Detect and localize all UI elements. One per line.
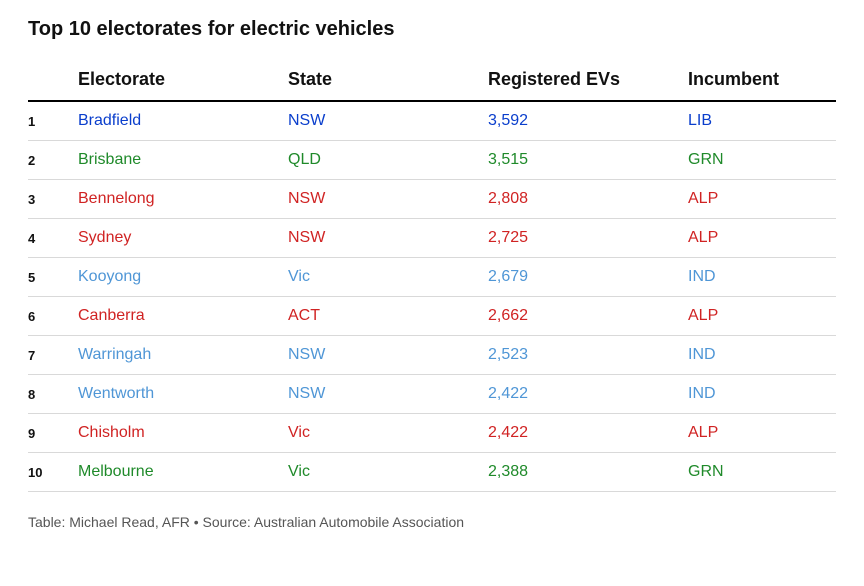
ev-table: Electorate State Registered EVs Incumben… [28, 69, 836, 492]
cell-electorate: Bradfield [78, 101, 288, 141]
cell-incumbent: ALP [688, 414, 836, 453]
table-row: 5KooyongVic2,679IND [28, 258, 836, 297]
cell-incumbent: IND [688, 258, 836, 297]
table-row: 1BradfieldNSW3,592LIB [28, 101, 836, 141]
cell-incumbent: LIB [688, 101, 836, 141]
col-electorate: Electorate [78, 69, 288, 101]
table-row: 8WentworthNSW2,422IND [28, 375, 836, 414]
table-row: 9ChisholmVic2,422ALP [28, 414, 836, 453]
cell-electorate: Chisholm [78, 414, 288, 453]
table-row: 4SydneyNSW2,725ALP [28, 219, 836, 258]
cell-evs: 2,388 [488, 453, 688, 492]
cell-rank: 8 [28, 375, 78, 414]
cell-incumbent: ALP [688, 297, 836, 336]
cell-incumbent: IND [688, 336, 836, 375]
col-incumbent: Incumbent [688, 69, 836, 101]
cell-evs: 3,515 [488, 141, 688, 180]
table-footer: Table: Michael Read, AFR • Source: Austr… [28, 514, 836, 530]
table-row: 2BrisbaneQLD3,515GRN [28, 141, 836, 180]
cell-state: QLD [288, 141, 488, 180]
table-row: 6CanberraACT2,662ALP [28, 297, 836, 336]
cell-state: NSW [288, 180, 488, 219]
col-state: State [288, 69, 488, 101]
cell-state: Vic [288, 453, 488, 492]
cell-state: NSW [288, 101, 488, 141]
cell-evs: 2,725 [488, 219, 688, 258]
cell-evs: 2,662 [488, 297, 688, 336]
cell-rank: 2 [28, 141, 78, 180]
cell-electorate: Melbourne [78, 453, 288, 492]
cell-rank: 3 [28, 180, 78, 219]
col-rank [28, 69, 78, 101]
cell-incumbent: IND [688, 375, 836, 414]
cell-rank: 1 [28, 101, 78, 141]
cell-evs: 3,592 [488, 101, 688, 141]
cell-state: Vic [288, 414, 488, 453]
cell-rank: 10 [28, 453, 78, 492]
cell-evs: 2,523 [488, 336, 688, 375]
cell-incumbent: ALP [688, 180, 836, 219]
page-title: Top 10 electorates for electric vehicles [28, 18, 836, 41]
cell-electorate: Canberra [78, 297, 288, 336]
cell-electorate: Brisbane [78, 141, 288, 180]
cell-evs: 2,422 [488, 414, 688, 453]
cell-electorate: Kooyong [78, 258, 288, 297]
cell-electorate: Warringah [78, 336, 288, 375]
table-row: 10MelbourneVic2,388GRN [28, 453, 836, 492]
cell-rank: 6 [28, 297, 78, 336]
cell-evs: 2,422 [488, 375, 688, 414]
cell-incumbent: GRN [688, 141, 836, 180]
cell-electorate: Bennelong [78, 180, 288, 219]
cell-rank: 5 [28, 258, 78, 297]
cell-rank: 7 [28, 336, 78, 375]
table-header-row: Electorate State Registered EVs Incumben… [28, 69, 836, 101]
cell-state: NSW [288, 375, 488, 414]
cell-incumbent: ALP [688, 219, 836, 258]
cell-state: ACT [288, 297, 488, 336]
cell-state: Vic [288, 258, 488, 297]
cell-electorate: Sydney [78, 219, 288, 258]
cell-evs: 2,679 [488, 258, 688, 297]
cell-rank: 9 [28, 414, 78, 453]
table-row: 7WarringahNSW2,523IND [28, 336, 836, 375]
table-row: 3BennelongNSW2,808ALP [28, 180, 836, 219]
cell-electorate: Wentworth [78, 375, 288, 414]
cell-rank: 4 [28, 219, 78, 258]
cell-state: NSW [288, 219, 488, 258]
cell-evs: 2,808 [488, 180, 688, 219]
col-evs: Registered EVs [488, 69, 688, 101]
cell-incumbent: GRN [688, 453, 836, 492]
cell-state: NSW [288, 336, 488, 375]
